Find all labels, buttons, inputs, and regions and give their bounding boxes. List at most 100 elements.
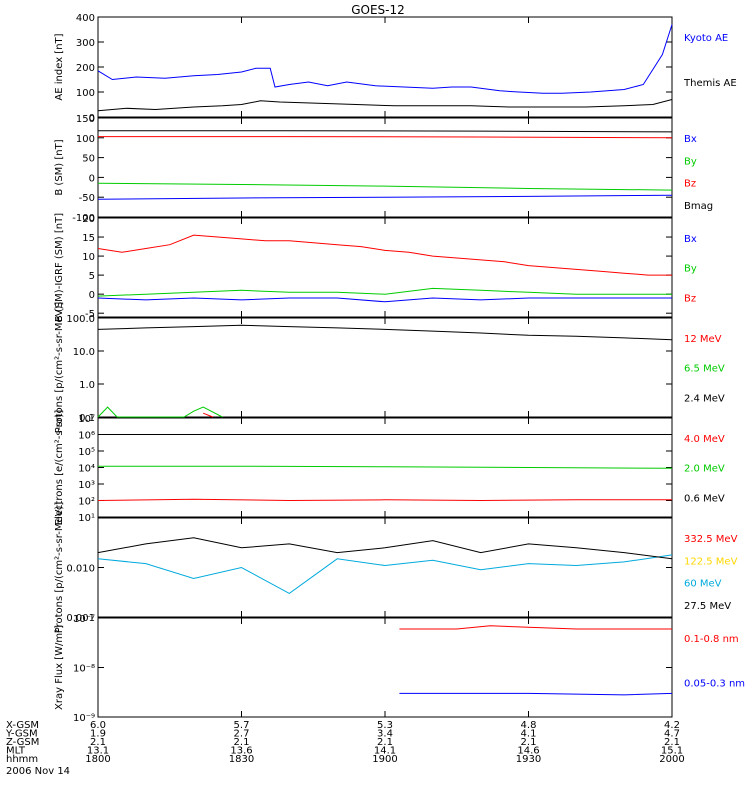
footer-value: 5.7 — [234, 720, 250, 731]
y-tick-label: 10⁷ — [78, 414, 95, 425]
series-line-kyoto-ae — [97, 24, 673, 94]
footer-value: 1930 — [516, 754, 541, 765]
y-tick-label: 300 — [76, 38, 95, 49]
y-axis-label: B (SM) [nT] — [54, 139, 65, 195]
footer-value: 2.1 — [664, 737, 680, 748]
y-tick-label: 15 — [82, 233, 95, 244]
footer-value: 14.6 — [517, 746, 539, 757]
y-tick-label: 0.001 — [66, 613, 95, 624]
footer-value: 3.4 — [377, 729, 393, 740]
y-tick-label: 50 — [82, 154, 95, 165]
series-line-6-5-mev — [97, 406, 223, 418]
legend-bz: Bz — [684, 179, 696, 190]
footer-value: 2.1 — [521, 737, 537, 748]
legend-4-0-mev: 4.0 MeV — [684, 434, 725, 445]
y-tick-label: 10³ — [78, 480, 95, 491]
footer-row-label: MLT — [6, 746, 26, 757]
series-line-by — [97, 287, 672, 297]
series-line-2-0-mev — [98, 465, 673, 469]
footer-value: 5.3 — [377, 720, 393, 731]
footer-value: 4.8 — [521, 720, 537, 731]
series-line-bz — [97, 234, 672, 276]
legend-by: By — [684, 264, 697, 275]
y-tick-label: 0 — [89, 173, 95, 184]
y-tick-label: 0.1 — [79, 413, 95, 424]
legend-bmag: Bmag — [684, 201, 713, 212]
legend-12-mev: 12 MeV — [684, 334, 722, 345]
footer-value: 2.1 — [90, 737, 106, 748]
series-line-bmag — [98, 130, 673, 133]
series-line-0-1-0-8-nm — [399, 625, 672, 630]
footer-value: 4.2 — [664, 720, 680, 731]
y-tick-label: -100 — [72, 213, 95, 224]
legend-27-5-mev: 27.5 MeV — [684, 601, 731, 612]
y-axis-label: B (SM)-IGRF (SM) [nT] — [54, 213, 65, 322]
y-tick-label: 10⁻⁸ — [73, 664, 95, 675]
legend-2-4-mev: 2.4 MeV — [684, 393, 725, 404]
footer-value: 1800 — [85, 754, 110, 765]
y-tick-label: 0 — [89, 290, 95, 301]
footer-value: 6.0 — [90, 720, 106, 731]
y-tick-label: 10.0 — [73, 347, 95, 358]
y-axis-label: Protons [p/(cm²-s-sr-MeV)] — [54, 502, 65, 634]
legend-themis-ae: Themis AE — [683, 78, 737, 89]
series-line-bx — [97, 194, 673, 200]
legend-2-0-mev: 2.0 MeV — [684, 464, 725, 475]
footer-value: 2.1 — [377, 737, 393, 748]
y-tick-label: 100.0 — [66, 314, 95, 325]
y-tick-label: -50 — [79, 193, 95, 204]
footer-value: 4.7 — [664, 729, 680, 740]
series-line-bz — [98, 136, 673, 139]
series-line-themis-ae — [97, 99, 673, 112]
y-tick-label: 0 — [89, 113, 95, 124]
footer-value: 1900 — [372, 754, 397, 765]
y-tick-label: 5 — [89, 271, 95, 282]
y-tick-label: 10⁵ — [78, 447, 95, 458]
series-line-bx — [97, 297, 672, 303]
series-line-12-mev — [203, 412, 213, 418]
series-line-0-05-0-3-nm — [399, 692, 673, 696]
panel-frame — [97, 16, 673, 118]
y-axis-label: AE index [nT] — [54, 33, 65, 100]
legend-kyoto-ae: Kyoto AE — [684, 33, 728, 44]
footer-date: 2006 Nov 14 — [6, 766, 70, 777]
legend-by: By — [684, 156, 697, 167]
y-tick-label: 200 — [76, 63, 95, 74]
y-tick-label: 100 — [76, 134, 95, 145]
y-tick-label: 400 — [76, 13, 95, 24]
panel-electrons: 10¹ 10² 10³ 10⁴ 10⁵ 10⁶ 10⁷ Electrons [e/(cm²-s… — [54, 410, 725, 526]
footer-row-label: X-GSM — [6, 720, 39, 731]
y-tick-label: -5 — [85, 309, 95, 320]
legend-0-6-mev: 0.6 MeV — [684, 493, 725, 504]
legend-122-5-mev: 122.5 MeV — [684, 556, 738, 567]
footer-value: 13.1 — [87, 746, 109, 757]
y-tick-label: 10² — [78, 497, 95, 508]
series-line-60-mev — [97, 554, 673, 594]
footer-value: 4.1 — [521, 729, 537, 740]
series-line-by — [97, 182, 673, 191]
legend-6-5-mev: 6.5 MeV — [684, 364, 725, 375]
legend-332-5-mev: 332.5 MeV — [684, 534, 738, 545]
panel-ae: 0 100 200 300 400 AE index [nT] Kyoto AE Themis… — [54, 13, 737, 124]
footer-row-label: hhmm — [6, 754, 38, 765]
footer-value: 2000 — [659, 754, 684, 765]
panel-frame — [97, 317, 673, 418]
y-tick-label: 0.010 — [66, 564, 95, 575]
time-axis-footer: X-GSM 6.0 5.7 5.3 4.8 4.2 Y-GSM 1.9 2.7 3.4 4.1 4.7… — [5, 720, 685, 777]
panel-b_sm: -100 -50 0 50 100 150 B (SM) [nT] Bx By Bz Bmag — [54, 114, 713, 224]
footer-value: 15.1 — [661, 746, 683, 757]
y-tick-label: 10¹ — [78, 513, 95, 524]
footer-value: 14.1 — [374, 746, 396, 757]
page-title: GOES-12 — [351, 3, 405, 17]
panel-frame — [97, 617, 673, 718]
y-tick-label: 10⁻⁷ — [73, 614, 95, 625]
legend-bz: Bz — [684, 293, 696, 304]
y-tick-label: 10⁶ — [78, 431, 95, 442]
legend-bx: Bx — [684, 134, 697, 145]
footer-value: 2.7 — [234, 729, 250, 740]
legend-bx: Bx — [684, 234, 697, 245]
legend-60-mev: 60 MeV — [684, 579, 722, 590]
